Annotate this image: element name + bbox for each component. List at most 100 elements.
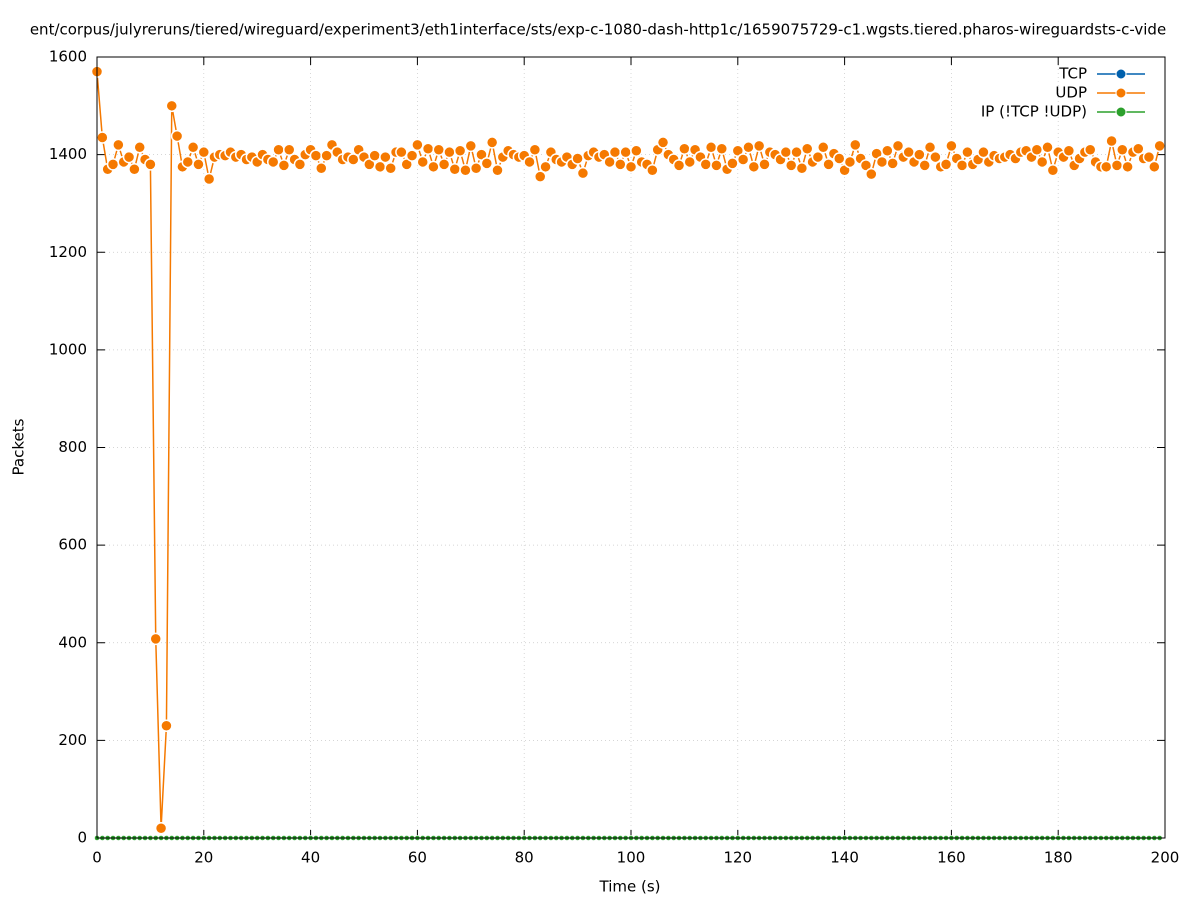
- data-point: [913, 148, 926, 161]
- data-point: [272, 143, 285, 156]
- data-point: [181, 155, 195, 169]
- data-point: [400, 158, 413, 171]
- y-axis-label: Packets: [10, 418, 28, 475]
- data-point: [154, 821, 168, 835]
- data-point: [795, 162, 809, 175]
- data-point: [961, 145, 974, 159]
- x-tick-label: 180: [1044, 849, 1073, 867]
- data-point: [384, 162, 397, 175]
- data-point: [379, 150, 392, 164]
- data-point: [480, 157, 494, 170]
- data-point: [678, 142, 691, 156]
- data-point: [624, 160, 638, 174]
- data-point: [955, 159, 969, 172]
- x-tick-label: 60: [408, 849, 427, 867]
- data-point: [1046, 163, 1060, 177]
- data-point: [576, 166, 590, 180]
- data-point: [128, 163, 141, 176]
- data-point: [1148, 160, 1161, 174]
- data-point: [160, 719, 173, 732]
- data-point: [779, 145, 793, 159]
- data-point: [945, 139, 958, 153]
- data-point: [1041, 141, 1054, 154]
- data-point: [672, 159, 686, 172]
- data-point: [197, 145, 211, 159]
- data-point: [608, 145, 622, 159]
- chart-title: ent/corpus/julyreruns/tiered/wireguard/e…: [30, 21, 1166, 39]
- x-tick-label: 0: [92, 849, 102, 867]
- data-point: [923, 141, 937, 154]
- series-line: [96, 71, 1161, 829]
- data-point: [715, 142, 729, 156]
- data-point: [683, 155, 696, 169]
- data-point: [453, 144, 467, 157]
- data-point: [1132, 142, 1145, 156]
- x-tick-label: 40: [301, 849, 320, 867]
- data-point: [1035, 155, 1049, 169]
- data-point: [133, 141, 146, 154]
- y-tick-label: 1400: [49, 145, 87, 163]
- legend-label: TCP: [1058, 65, 1087, 83]
- legend-label: UDP: [1055, 84, 1087, 102]
- data-point: [416, 155, 429, 169]
- data-point: [822, 158, 835, 171]
- data-point: [1116, 143, 1129, 156]
- legend-marker: [1115, 68, 1127, 80]
- x-tick-label: 200: [1151, 849, 1180, 867]
- x-tick-label: 80: [515, 849, 534, 867]
- x-tick-label: 100: [617, 849, 646, 867]
- data-point: [523, 155, 536, 169]
- legend-marker: [1115, 87, 1127, 99]
- x-tick-label: 20: [194, 849, 213, 867]
- data-point: [1105, 134, 1118, 148]
- data-point: [699, 158, 713, 171]
- data-point: [939, 158, 953, 171]
- data-point: [432, 143, 446, 156]
- y-tick-label: 1200: [49, 243, 87, 261]
- data-point: [533, 170, 547, 183]
- data-point: [1100, 160, 1113, 174]
- data-point: [758, 158, 771, 171]
- data-point: [646, 163, 659, 177]
- data-point: [112, 138, 125, 152]
- data-point: [800, 142, 814, 156]
- data-point: [528, 143, 542, 156]
- data-point: [790, 145, 803, 159]
- data-point: [752, 139, 766, 153]
- legend-marker: [1115, 106, 1127, 118]
- data-point: [421, 142, 435, 156]
- y-tick-label: 1600: [49, 48, 87, 66]
- data-point: [891, 139, 905, 153]
- data-point: [929, 150, 942, 164]
- data-point: [320, 149, 333, 162]
- data-point: [918, 159, 931, 172]
- data-point: [619, 145, 632, 159]
- data-point: [315, 162, 328, 175]
- data-point: [614, 158, 627, 171]
- data-point: [491, 163, 504, 177]
- y-tick-label: 400: [58, 633, 87, 651]
- data-point: [277, 159, 291, 172]
- data-point: [443, 145, 456, 159]
- data-point: [368, 149, 381, 162]
- data-point: [1062, 144, 1076, 157]
- data-point: [784, 159, 798, 172]
- data-point: [395, 145, 408, 159]
- data-point: [816, 141, 830, 154]
- data-point: [106, 158, 120, 171]
- data-point: [539, 160, 552, 174]
- data-point: [170, 129, 184, 143]
- data-point: [865, 167, 878, 181]
- data-point: [1110, 159, 1124, 172]
- data-point: [811, 150, 825, 164]
- data-point: [293, 158, 307, 171]
- data-point: [149, 632, 162, 646]
- data-point: [1153, 139, 1166, 153]
- data-point: [448, 163, 462, 176]
- data-point: [747, 160, 761, 174]
- data-point: [405, 149, 419, 162]
- data-point: [710, 159, 723, 172]
- y-tick-label: 200: [58, 731, 87, 749]
- plot-border: [96, 56, 1166, 839]
